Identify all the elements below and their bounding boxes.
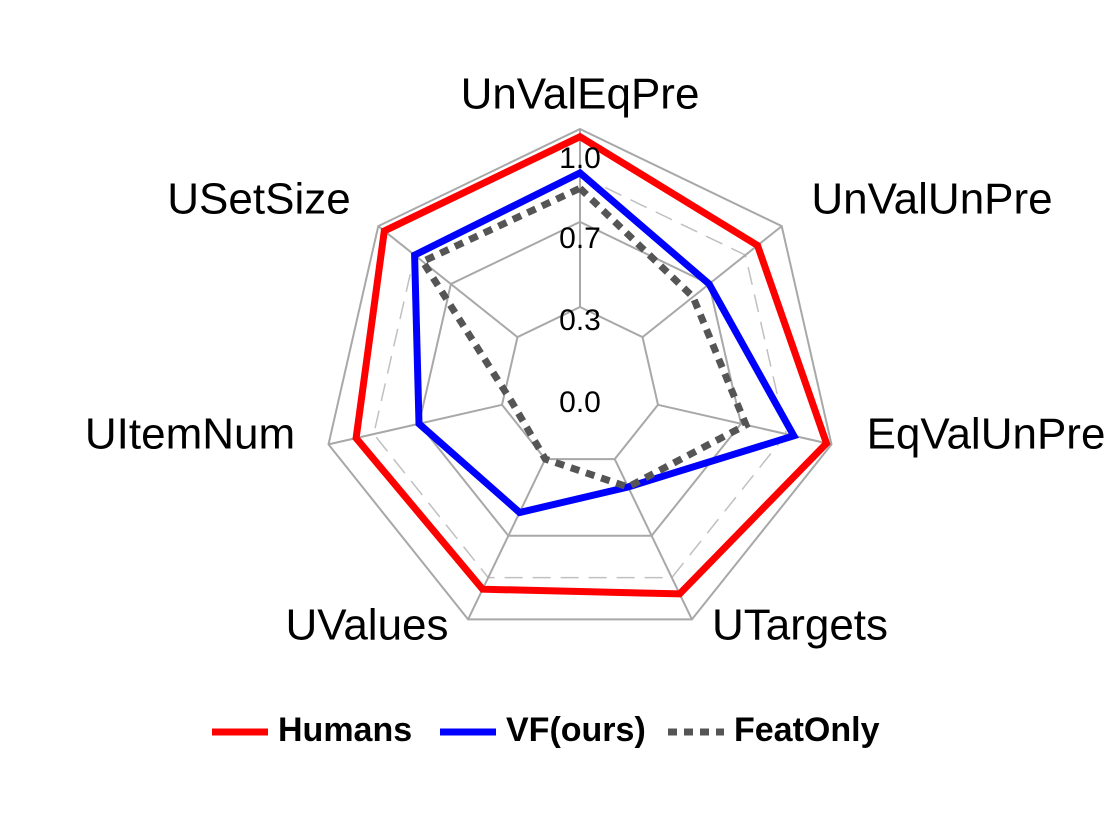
legend-label: Humans [278, 711, 412, 749]
legend: Humans VF(ours) FeatOnly [212, 711, 880, 749]
series-line [417, 184, 751, 491]
axis-label: UnValEqPre [461, 70, 700, 119]
axis-label: UnValUnPre [811, 175, 1052, 224]
axis-label: UTargets [712, 601, 888, 650]
axis-labels: UnValEqPre UnValUnPre EqValUnPre UTargets UV… [85, 70, 1106, 650]
series-line [411, 168, 799, 517]
grid-ring [372, 174, 788, 579]
radar-series [352, 132, 831, 598]
tick-label: 0.0 [559, 386, 601, 419]
grid-ring [417, 220, 743, 537]
series-line [352, 132, 831, 598]
axis-label: UItemNum [85, 410, 295, 459]
axis-label: USetSize [167, 175, 350, 224]
tick-label: 0.3 [559, 304, 601, 337]
grid-ring [500, 305, 660, 461]
grid-spoke [377, 225, 519, 338]
axis-label: EqValUnPre [867, 410, 1106, 459]
grid-ring [327, 127, 833, 621]
legend-label: VF(ours) [506, 711, 646, 749]
tick-label: 1.0 [559, 142, 601, 175]
legend-label: FeatOnly [734, 711, 880, 749]
tick-label: 0.7 [559, 222, 601, 255]
axis-label: UValues [285, 601, 448, 650]
grid-spoke [467, 458, 547, 620]
radar-ticks: 0.0 0.3 0.7 1.0 [559, 142, 601, 419]
